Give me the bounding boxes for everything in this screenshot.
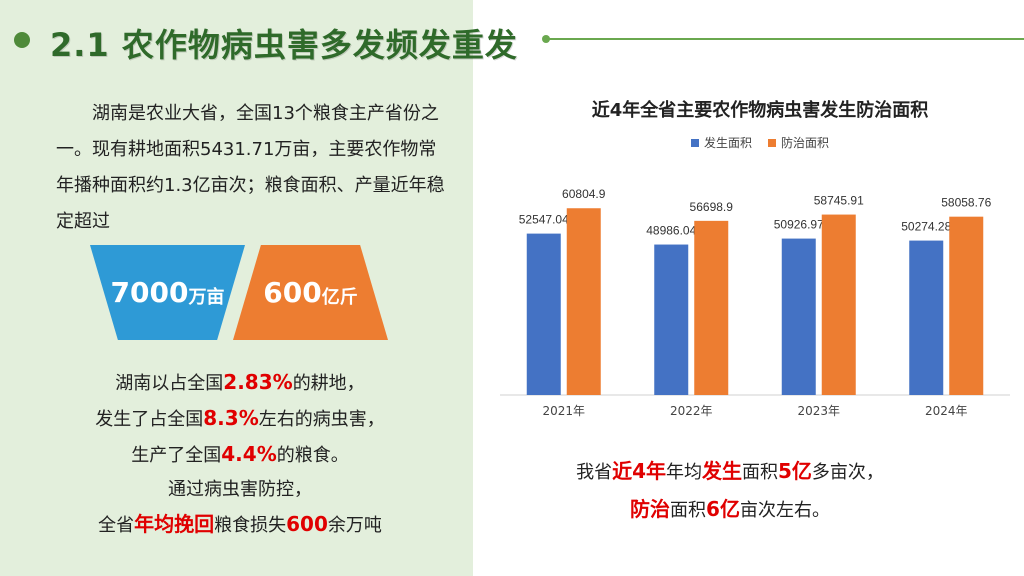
data-label-occurrence-3: 50274.28: [901, 220, 951, 234]
bar-occurrence-0: [526, 233, 561, 395]
legend-swatch-control: [768, 138, 776, 147]
title-bullet-icon: [14, 32, 30, 48]
data-label-control-0: 60804.9: [562, 187, 606, 201]
title-divider: [548, 38, 1024, 40]
summary-text: 湖南以占全国2.83%的耕地， 发生了占全国8.3%左右的病虫害， 生产了全国4…: [60, 365, 420, 543]
conclusion-line-1: 我省近4年年均发生面积5亿多亩次，: [576, 459, 884, 483]
bar-control-3: [949, 216, 984, 395]
badge-grain-output-unit: 亿斤: [321, 286, 358, 308]
badge-grain-output: 600 亿斤: [233, 245, 388, 340]
x-tick-label-1: 2022年: [670, 404, 713, 418]
summary-line-5: 全省年均挽回粮食损失600余万吨: [98, 512, 382, 536]
badge-grain-output-value: 600: [263, 276, 322, 309]
legend-swatch-occurrence: [690, 138, 699, 147]
bar-occurrence-2: [781, 238, 816, 395]
data-label-control-1: 56698.9: [690, 200, 734, 214]
legend-item-control: 防治面积: [768, 134, 829, 151]
badge-grain-area-value: 7000: [110, 276, 189, 309]
title-line-dot-icon: [542, 35, 550, 43]
conclusion-line-2: 防治面积6亿亩次左右。: [630, 497, 830, 521]
summary-line-3: 生产了全国4.4%的粮食。: [131, 442, 349, 466]
data-label-occurrence-2: 50926.97: [774, 218, 824, 232]
left-panel: [0, 0, 473, 576]
data-label-control-2: 58745.91: [814, 194, 864, 208]
data-label-occurrence-0: 52547.04: [519, 213, 569, 227]
chart-title: 近4年全省主要农作物病虫害发生防治面积: [591, 100, 929, 121]
bar-control-1: [694, 220, 729, 395]
data-label-control-3: 58058.76: [941, 196, 991, 210]
x-tick-label-2: 2023年: [797, 404, 840, 418]
intro-paragraph: 湖南是农业大省，全国13个粮食主产省份之一。现有耕地面积5431.71万亩，主要…: [56, 103, 445, 232]
badge-grain-area: 7000 万亩: [90, 245, 245, 340]
bar-occurrence-1: [654, 244, 689, 395]
summary-line-2: 发生了占全国8.3%左右的病虫害，: [95, 406, 385, 430]
bar-occurrence-3: [909, 240, 944, 395]
chart-legend: 发生面积 防治面积: [500, 134, 1020, 151]
data-label-occurrence-1: 48986.04: [646, 224, 696, 238]
summary-line-4: 通过病虫害防控，: [168, 479, 312, 500]
summary-line-1: 湖南以占全国2.83%的耕地，: [115, 370, 365, 394]
badge-grain-area-unit: 万亩: [188, 286, 225, 308]
conclusion-text: 我省近4年年均发生面积5亿多亩次， 防治面积6亿亩次左右。: [540, 453, 920, 529]
bar-control-2: [821, 214, 856, 395]
bar-chart: 52547.04 60804.9 2021年 48986.04 56698.9 2022年…: [500, 187, 1010, 418]
x-tick-label-0: 2021年: [542, 404, 585, 418]
bar-control-0: [566, 208, 601, 395]
x-tick-label-3: 2024年: [925, 404, 968, 418]
legend-item-occurrence: 发生面积: [690, 134, 752, 151]
slide-title: 2.1 农作物病虫害多发频发重发: [50, 26, 518, 64]
